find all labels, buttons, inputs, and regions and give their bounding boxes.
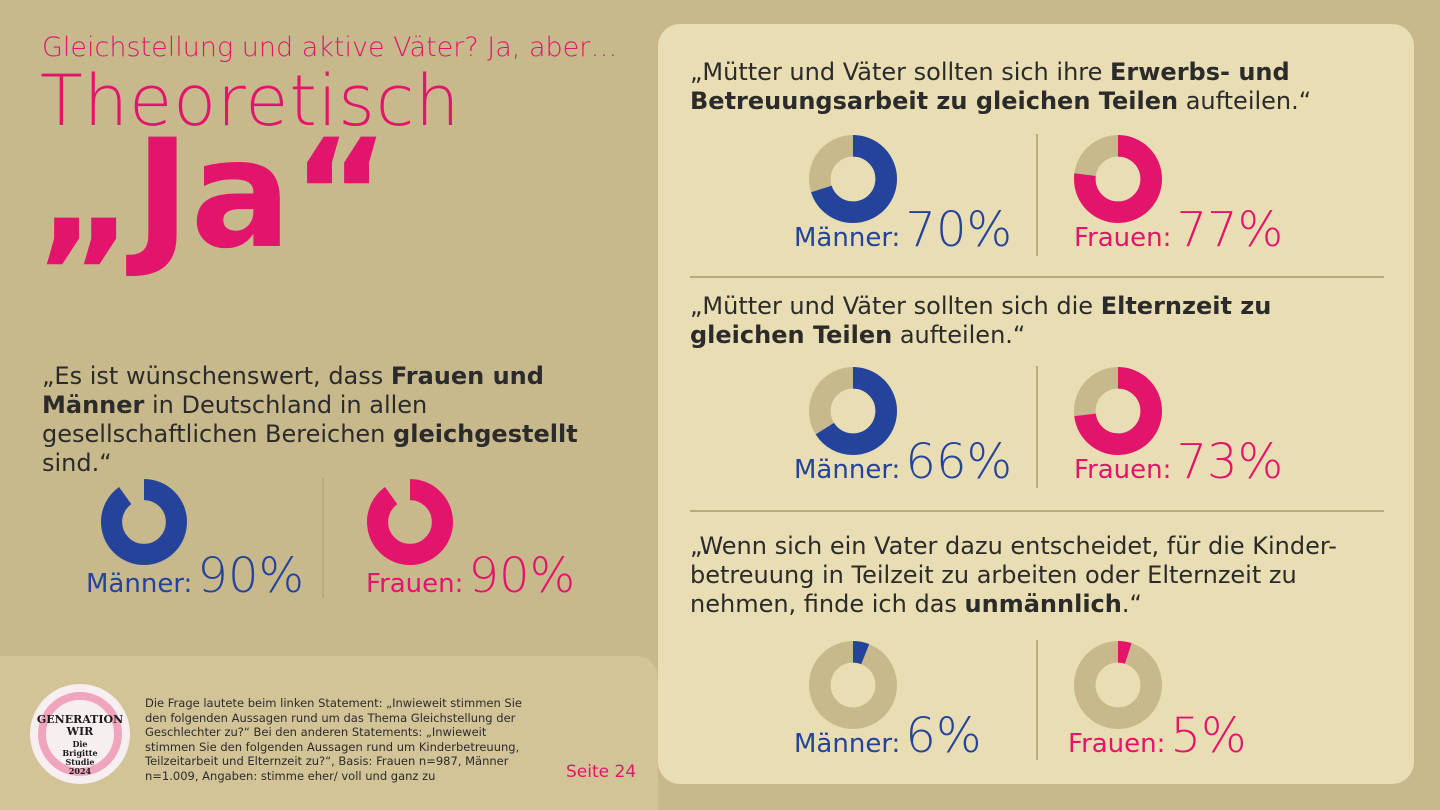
statement-gleichgestellt-text: „Es ist wünschenswert, dass Frauen und M… [42,362,642,478]
divider [1036,640,1038,760]
statement-erwerbsarbeit-text: „Mütter und Väter sollten sich ihre Erwe… [690,58,1380,116]
donut-men-elternzeit [808,366,898,456]
donut-women-unmaennlich [1073,640,1163,730]
logo-line-die: Die [72,739,88,749]
men-stat-gleichgestellt: Männer: 90% [86,548,304,604]
statement-segment: „Wenn sich ein Vater dazu entscheidet, f… [690,532,1337,618]
statement-emphasis: unmännlich [964,590,1122,618]
women-label: Frauen: [1074,223,1172,253]
logo-title: GENERATION WIR [30,714,130,738]
men-value: 70% [905,202,1013,258]
women-label: Frauen: [366,569,464,599]
logo-line-generation: GENERATION [36,713,124,726]
statement-segment: in Deutschland in allen gesellschaftlich… [42,391,428,448]
statement-segment: „Es ist wünschenswert, dass [42,362,391,390]
men-stat-elternzeit: Männer: 66% [794,434,1012,490]
statement-segment: „Mütter und Väter sollten sich ihre [690,58,1111,86]
women-donut-slice [1073,640,1163,730]
logo-line-brigitte: Brigitte [62,748,98,758]
men-donut-slice [808,134,898,224]
generation-wir-logo: GENERATION WIR Die Brigitte Studie 2024 [30,684,130,784]
men-donut-slice [808,640,898,730]
women-value: 5% [1170,708,1247,764]
logo-line-year: 2024 [68,766,92,776]
logo-swirl [38,692,122,776]
donut-men-erwerbsarbeit [808,134,898,224]
subtitle: Gleichstellung und aktive Väter? Ja, abe… [42,32,618,63]
men-donut-slice [101,479,187,565]
women-label: Frauen: [1068,729,1166,759]
statement-segment: .“ [1121,590,1142,618]
women-value: 90% [468,548,576,604]
women-donut-slice [367,479,453,565]
men-value: 66% [905,434,1013,490]
donut-women-elternzeit [1073,366,1163,456]
donut-men-gleichgestellt [101,479,187,565]
divider [1036,366,1038,488]
women-stat-gleichgestellt: Frauen: 90% [366,548,575,604]
statement-emphasis: gleichgestellt [393,420,578,448]
statement-elternzeit-text: „Mütter und Väter sollten sich die Elter… [690,292,1380,350]
women-value: 77% [1176,202,1284,258]
statement-emphasis: Elternzeit zu gleichen Teilen [690,292,1272,349]
methodology-footnote: Die Frage lautete beim linken Statement:… [145,696,522,783]
statement-segment: „Mütter und Väter sollten sich die [690,292,1101,320]
women-label: Frauen: [1074,455,1172,485]
women-value: 73% [1176,434,1284,490]
divider [1036,134,1038,256]
women-stat-unmaennlich: Frauen: 5% [1068,708,1247,764]
donut-women-gleichgestellt [367,479,453,565]
men-donut-slice [808,366,898,456]
men-label: Männer: [794,455,901,485]
statement-segment: aufteilen.“ [892,321,1026,349]
section-divider [690,510,1384,512]
men-stat-erwerbsarbeit: Männer: 70% [794,202,1012,258]
statement-segment: aufteilen.“ [1178,87,1312,115]
statement-emphasis: Frauen und Männer [42,362,544,419]
section-divider [690,276,1384,278]
men-value: 90% [197,548,305,604]
big-ja-heading: „Ja“ [36,108,391,282]
logo-line-wir: WIR [66,725,94,738]
divider [322,478,324,598]
women-stat-elternzeit: Frauen: 73% [1074,434,1283,490]
statement-emphasis: Erwerbs- und Betreuungsarbeit zu gleiche… [690,58,1290,115]
men-label: Männer: [86,569,193,599]
men-stat-unmaennlich: Männer: 6% [794,708,982,764]
statement-segment: sind.“ [42,449,112,477]
page-number: Seite 24 [566,762,637,782]
logo-line-studie: Studie [65,757,95,767]
women-donut-slice [1073,134,1163,224]
donut-women-erwerbsarbeit [1073,134,1163,224]
logo-subtitle: Die Brigitte Studie 2024 [30,740,130,776]
women-stat-erwerbsarbeit: Frauen: 77% [1074,202,1283,258]
men-value: 6% [905,708,982,764]
page-title: Theoretisch [40,60,461,142]
donut-men-unmaennlich [808,640,898,730]
men-label: Männer: [794,223,901,253]
statement-unmaennlich-text: „Wenn sich ein Vater dazu entscheidet, f… [690,532,1380,619]
women-donut-slice [1073,366,1163,456]
men-label: Männer: [794,729,901,759]
